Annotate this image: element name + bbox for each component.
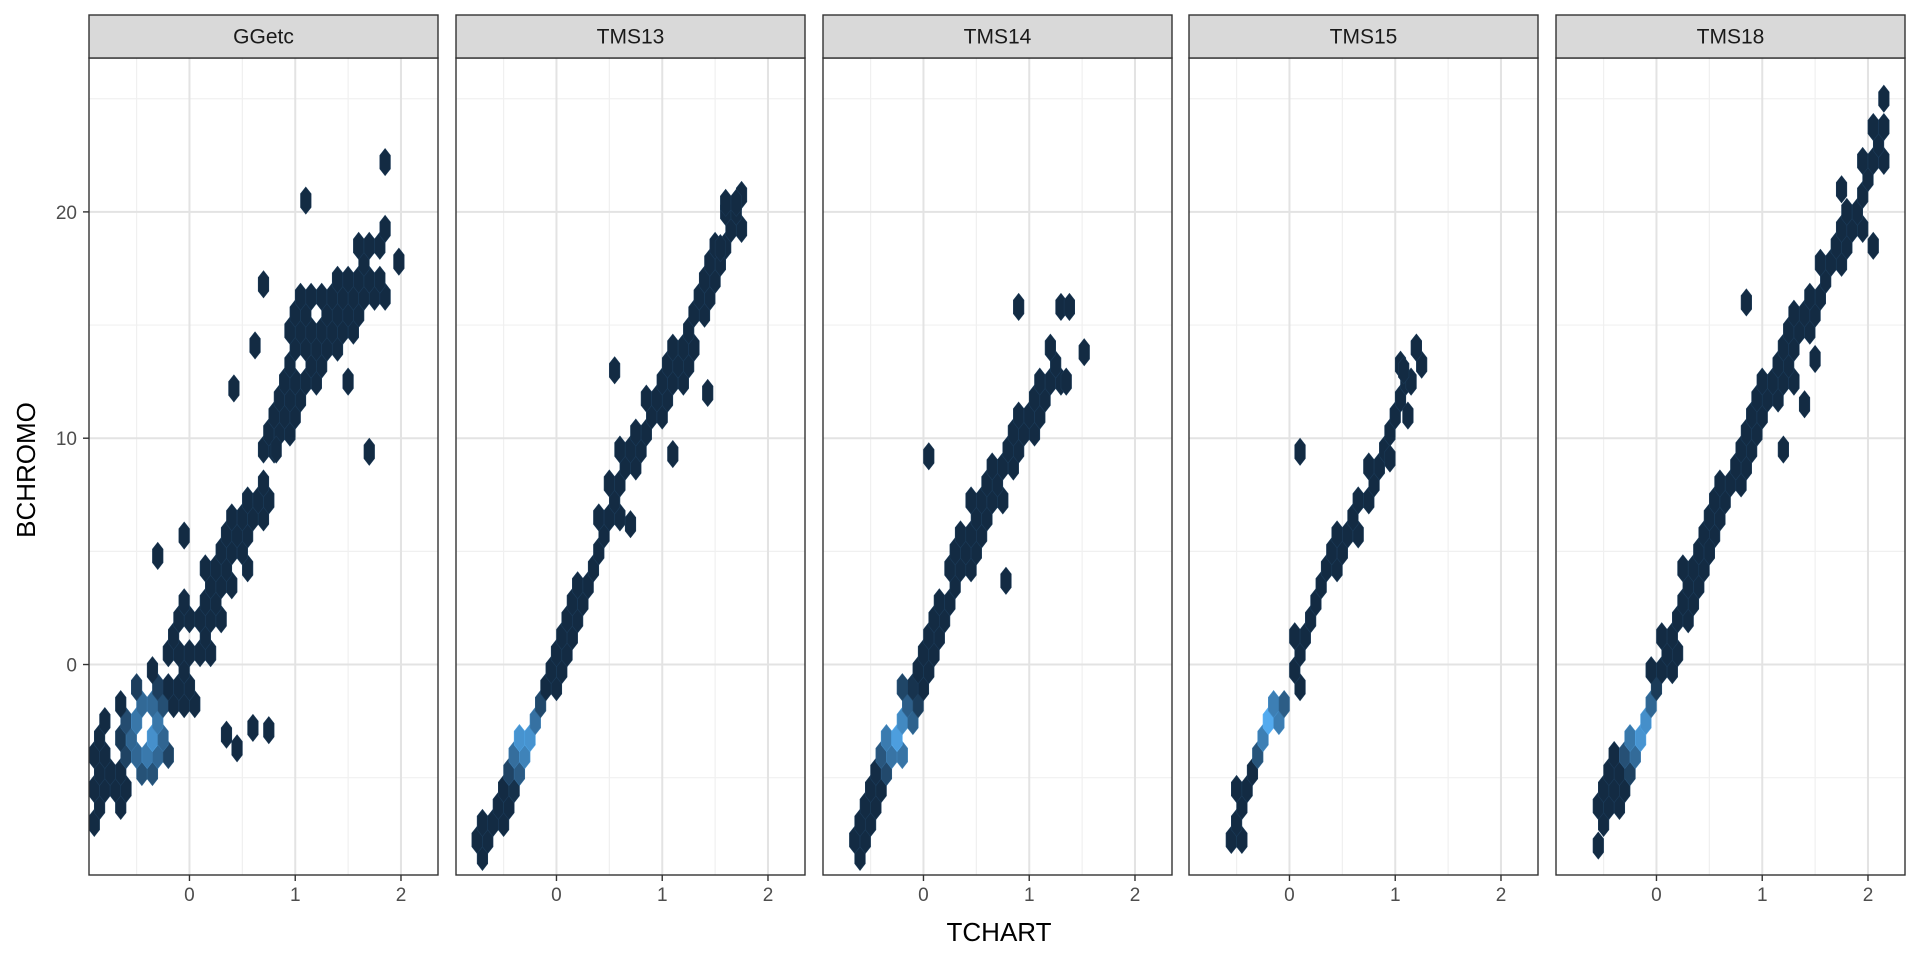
facet-strip (88, 14, 439, 59)
facet-strip (455, 14, 806, 59)
hexbin-cell (228, 374, 240, 403)
hexbin-cell (131, 673, 143, 702)
hexbin-cell (702, 378, 714, 408)
hexbin-cell (1044, 333, 1056, 362)
hexbin-cell (1384, 444, 1396, 473)
hexbin-cell (257, 469, 270, 498)
panel-grid (89, 58, 438, 875)
hexbin-cell (263, 716, 275, 745)
hexbin-cell (1294, 437, 1306, 466)
x-tick-label: 1 (290, 885, 301, 906)
x-tick-label: 2 (763, 885, 774, 906)
facet-label-tms13: TMS13 (597, 26, 665, 49)
hexbin-cell (1878, 84, 1890, 113)
hexbin-cell (730, 188, 742, 217)
facet-strip (1188, 14, 1539, 59)
hexbin-cell (1402, 401, 1414, 430)
hexbin-cell (152, 541, 164, 570)
hexbin-cell (300, 186, 312, 215)
hexbin-cell (1063, 292, 1075, 322)
hexbin-cell (393, 247, 405, 276)
hexbin-layer (1225, 333, 1428, 854)
facet-label-tms18: TMS18 (1697, 26, 1765, 49)
y-tick-label: 10 (56, 429, 77, 450)
facet-label-tms14: TMS14 (964, 26, 1032, 49)
x-tick-label: 0 (1284, 885, 1295, 906)
facet-strip (1555, 14, 1906, 59)
hexbin-cell (220, 720, 233, 749)
hexbin-cell (178, 588, 190, 617)
hexbin-cell (115, 690, 127, 719)
hexbin-cell (257, 270, 270, 299)
x-tick-label: 0 (184, 885, 195, 906)
hexbin-cell (1060, 367, 1072, 396)
hexbin-cell (379, 148, 391, 177)
x-tick-label: 2 (1496, 885, 1507, 906)
y-tick-label: 20 (56, 203, 77, 224)
hexbin-cell (178, 521, 190, 550)
facet-label-ggetc: GGetc (233, 26, 294, 49)
y-axis-title: BCHROMO (11, 402, 41, 538)
x-tick-label: 2 (396, 885, 407, 906)
x-tick-label: 2 (1130, 885, 1141, 906)
hexbin-cell (1777, 435, 1789, 464)
hexbin-cell (923, 442, 935, 471)
facet-strip (822, 14, 1173, 59)
panel-tms14: TMS14 0 1 2 (822, 14, 1173, 906)
hexbin-cell (1398, 356, 1410, 385)
hexbin-cell (667, 439, 679, 469)
hexbin-cell (714, 234, 726, 263)
hexbin-cell (1809, 344, 1821, 374)
hexbin-cell (1835, 175, 1848, 204)
hexbin-cell (1703, 537, 1715, 566)
hexbin-cell (247, 713, 259, 742)
x-tick-label: 1 (1390, 885, 1401, 906)
facet-label-tms15: TMS15 (1330, 26, 1398, 49)
hexbin-cell (374, 265, 386, 294)
hexbin-cell (624, 510, 637, 539)
hexbin-cell (1278, 690, 1290, 719)
panel-tms15: TMS15 0 1 2 (1188, 14, 1539, 906)
hexbin-cell (1878, 112, 1890, 142)
hexbin-cell (342, 367, 354, 396)
hexbin-cell (1410, 333, 1422, 362)
x-tick-label: 1 (657, 885, 668, 906)
hexbin-cell (1867, 231, 1879, 260)
x-tick-label: 1 (1024, 885, 1035, 906)
x-axis-title: TCHART (947, 917, 1052, 947)
x-tick-label: 2 (1863, 885, 1874, 906)
hexbin-cell (146, 656, 159, 685)
hexbin-cell (1078, 338, 1090, 367)
hexbin-cell (1740, 288, 1752, 317)
x-tick-label: 1 (1757, 885, 1768, 906)
hexbin-cell (379, 214, 391, 243)
hexbin-cell (363, 437, 375, 466)
hexbin-layer (88, 148, 405, 838)
panel-grid (823, 58, 1172, 875)
hexbin-cell (249, 331, 261, 360)
hexbin-layer (849, 292, 1090, 871)
x-tick-label: 0 (551, 885, 562, 906)
hexbin-cell (1000, 566, 1012, 595)
y-tick-label: 0 (66, 656, 77, 677)
hexbin-cell (1013, 292, 1025, 322)
panel-tms18: TMS18 0 1 2 (1555, 14, 1906, 906)
hexbin-layer (1592, 84, 1890, 860)
hexbin-cell (270, 435, 282, 464)
panel-tms13: TMS13 0 1 2 (455, 14, 806, 906)
hexbin-layer (471, 180, 748, 871)
hexbin-cell (1592, 831, 1604, 860)
x-tick-label: 0 (1651, 885, 1662, 906)
hexbin-cell (231, 734, 243, 763)
hexbin-cell (609, 356, 621, 385)
hexbin-cell (99, 707, 111, 736)
x-tick-label: 0 (918, 885, 929, 906)
hexbin-cell (1798, 390, 1811, 419)
